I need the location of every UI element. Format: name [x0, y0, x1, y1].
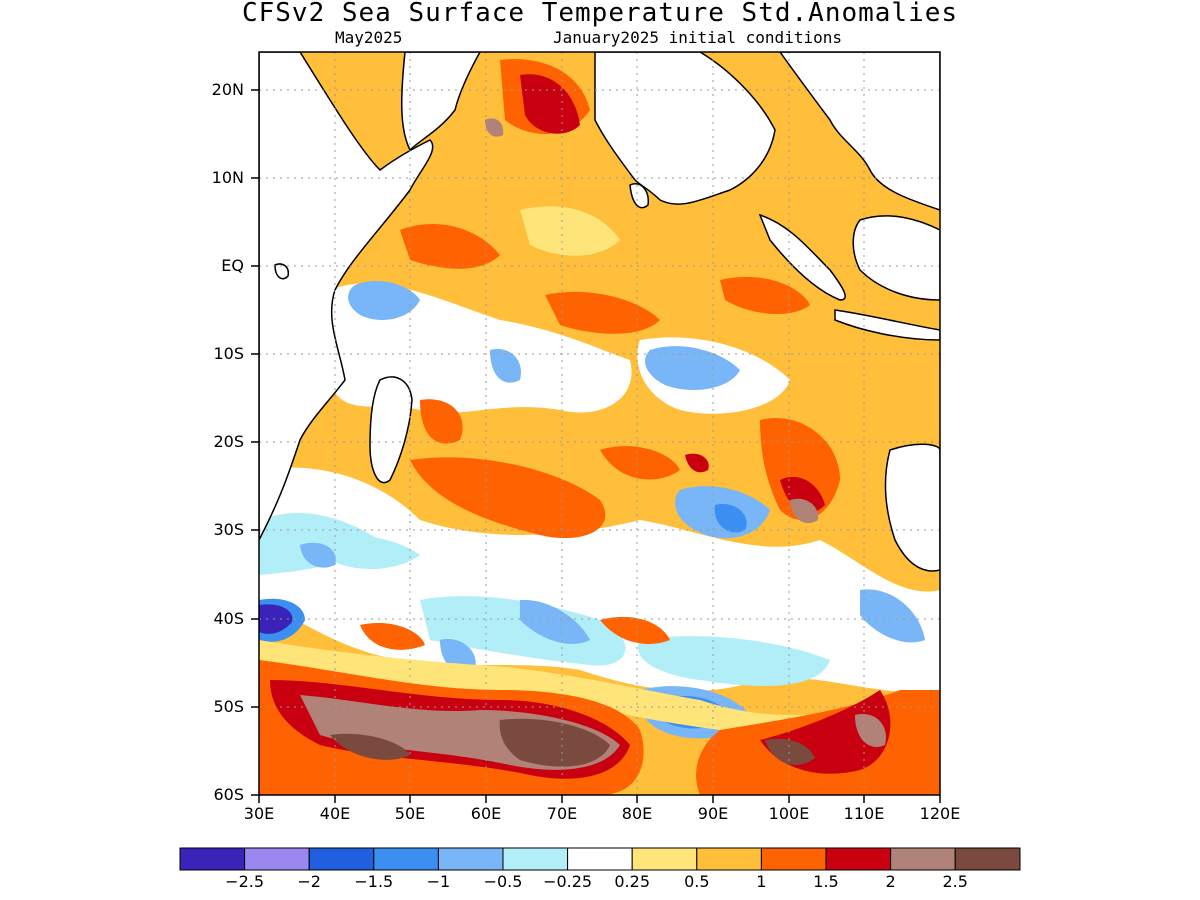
- seychelles-island: [274, 263, 290, 280]
- colorbar-label: −2.5: [225, 872, 265, 891]
- lon-tick-label: 80E: [621, 804, 653, 823]
- colorbar-swatch: [890, 847, 956, 871]
- borneo-landmass: [852, 215, 940, 301]
- africa-landmass: [259, 52, 434, 541]
- lon-tick-label: 60E: [470, 804, 502, 823]
- arabia-landmass: [401, 52, 481, 152]
- colorbar-swatch: [502, 847, 569, 871]
- sri-lanka-landmass: [629, 183, 649, 209]
- colorbar-label: −0.5: [483, 872, 523, 891]
- lon-tick-label: 120E: [919, 804, 961, 823]
- forecast-month: May2025: [335, 28, 403, 47]
- colorbar-swatch: [437, 847, 504, 871]
- lat-tick-label: 10S: [213, 344, 244, 363]
- colorbar-label: 2.5: [942, 872, 968, 891]
- lon-tick-label: 70E: [546, 804, 578, 823]
- colorbar-label: −0.25: [543, 872, 593, 891]
- colorbar-swatch: [760, 847, 827, 871]
- australia-landmass: [884, 443, 940, 572]
- lon-tick-label: 110E: [843, 804, 885, 823]
- colorbar-label: −1.5: [354, 872, 394, 891]
- colorbar-label: 1.5: [813, 872, 839, 891]
- southeast-asia-landmass: [779, 52, 940, 211]
- colorbar-label: 1: [756, 872, 767, 891]
- map-frame: [258, 51, 941, 796]
- colorbar-swatch: [825, 847, 892, 871]
- axis-ticks: [251, 89, 941, 803]
- initial-conditions: January2025 initial conditions: [553, 28, 842, 47]
- madagascar-landmass: [369, 376, 413, 484]
- lat-tick-label: 20N: [211, 80, 244, 99]
- lat-tick-label: 60S: [213, 785, 244, 804]
- colorbar-swatch: [567, 847, 633, 871]
- lat-tick-label: 40S: [213, 609, 244, 628]
- colorbar-swatch: [696, 847, 762, 871]
- lat-tick-label: 30S: [213, 520, 244, 539]
- lon-tick-label: 90E: [697, 804, 729, 823]
- colorbar-swatch: [954, 847, 1021, 871]
- lat-tick-label: 50S: [213, 697, 244, 716]
- colorbar-label: −2: [297, 872, 321, 891]
- land-masses: [259, 52, 940, 572]
- colorbar-swatch: [179, 847, 246, 871]
- colorbar-label: 2: [885, 872, 896, 891]
- colorbar-swatch: [631, 847, 698, 871]
- lon-tick-label: 50E: [394, 804, 426, 823]
- lat-tick-label: 20S: [213, 432, 244, 451]
- colorbar-swatch: [373, 847, 439, 871]
- map-title: CFSv2 Sea Surface Temperature Std.Anomal…: [241, 0, 959, 28]
- sst-anomaly-field: [259, 52, 940, 795]
- colorbar-label: 0.25: [614, 872, 650, 891]
- lon-tick-label: 30E: [243, 804, 275, 823]
- colorbar-swatch: [308, 847, 375, 871]
- colorbar-swatch: [244, 847, 310, 871]
- colorbar-label: −1: [426, 872, 451, 891]
- colorbar: [179, 847, 1021, 871]
- java-landmass: [834, 309, 940, 341]
- lon-tick-label: 100E: [768, 804, 810, 823]
- lon-tick-label: 40E: [319, 804, 351, 823]
- lat-tick-label: EQ: [221, 256, 244, 275]
- map-gridlines: [259, 52, 940, 795]
- sumatra-landmass: [758, 213, 846, 301]
- lat-tick-label: 10N: [211, 168, 244, 187]
- colorbar-label: 0.5: [684, 872, 710, 891]
